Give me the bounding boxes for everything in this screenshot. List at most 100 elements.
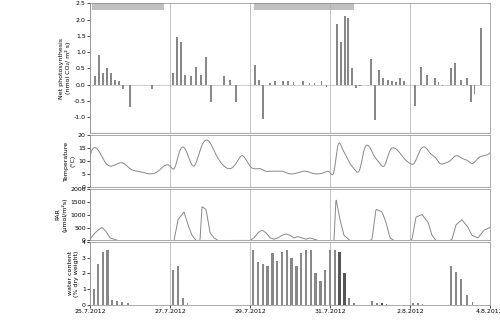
Bar: [466, 295, 468, 305]
Bar: [110, 73, 112, 84]
Bar: [387, 80, 389, 84]
Bar: [305, 250, 307, 305]
Y-axis label: water content
(% dry weight): water content (% dry weight): [68, 250, 79, 297]
Bar: [442, 84, 444, 86]
Bar: [129, 84, 131, 107]
Bar: [190, 76, 192, 84]
Bar: [454, 64, 456, 84]
Bar: [274, 81, 276, 84]
Bar: [118, 81, 120, 84]
Bar: [114, 80, 116, 84]
Bar: [399, 78, 401, 84]
Bar: [106, 68, 108, 84]
Bar: [200, 75, 202, 84]
Bar: [347, 18, 349, 84]
Bar: [97, 264, 99, 305]
Bar: [286, 250, 288, 305]
Bar: [172, 270, 174, 305]
Bar: [450, 265, 452, 305]
Bar: [344, 16, 346, 84]
Bar: [412, 303, 414, 305]
Bar: [106, 250, 109, 305]
Bar: [386, 304, 388, 305]
Bar: [374, 84, 376, 120]
Bar: [182, 298, 184, 305]
Bar: [371, 301, 373, 305]
Bar: [262, 264, 264, 305]
Bar: [319, 281, 322, 305]
Bar: [381, 303, 383, 305]
Bar: [455, 272, 457, 305]
Bar: [258, 80, 260, 84]
Bar: [422, 304, 424, 305]
Bar: [351, 68, 353, 84]
Bar: [176, 37, 178, 84]
Bar: [127, 303, 129, 305]
Bar: [187, 303, 188, 305]
Bar: [172, 73, 174, 84]
Bar: [310, 250, 312, 305]
Bar: [334, 250, 336, 305]
Bar: [329, 250, 331, 305]
Bar: [300, 253, 302, 305]
Bar: [466, 78, 468, 84]
Bar: [378, 70, 380, 84]
Y-axis label: Temperature
(°C): Temperature (°C): [64, 141, 75, 181]
Bar: [376, 303, 378, 305]
Bar: [382, 78, 384, 84]
Bar: [177, 265, 179, 305]
Bar: [348, 298, 350, 305]
Bar: [262, 84, 264, 118]
Bar: [326, 84, 328, 87]
Bar: [116, 302, 118, 305]
Bar: [474, 84, 476, 94]
Bar: [223, 76, 225, 84]
Bar: [450, 68, 452, 84]
Bar: [98, 55, 100, 84]
Bar: [343, 273, 345, 305]
Bar: [420, 67, 422, 84]
Bar: [370, 59, 372, 84]
Bar: [102, 73, 104, 84]
Y-axis label: PAR
(μmol/m²s): PAR (μmol/m²s): [56, 197, 68, 232]
Bar: [281, 252, 283, 305]
Bar: [184, 75, 186, 84]
Bar: [460, 279, 462, 305]
Bar: [276, 261, 278, 305]
Bar: [282, 81, 284, 84]
Bar: [472, 302, 473, 305]
Bar: [271, 253, 274, 305]
Bar: [295, 265, 298, 305]
Bar: [151, 84, 153, 89]
Bar: [102, 252, 104, 305]
Bar: [340, 42, 342, 84]
Bar: [434, 78, 436, 84]
Bar: [266, 265, 269, 305]
Bar: [302, 81, 304, 84]
Bar: [426, 75, 428, 84]
Bar: [254, 65, 256, 84]
Bar: [470, 84, 472, 102]
Bar: [460, 80, 462, 84]
Bar: [320, 81, 322, 84]
Bar: [229, 80, 231, 84]
Bar: [93, 289, 95, 305]
Bar: [338, 252, 341, 305]
Bar: [314, 273, 317, 305]
Bar: [353, 303, 355, 305]
Bar: [195, 67, 197, 84]
Bar: [210, 84, 212, 102]
Bar: [438, 82, 440, 84]
Bar: [336, 24, 338, 84]
Bar: [324, 270, 326, 305]
Bar: [112, 300, 114, 305]
Bar: [254, 3, 354, 11]
Bar: [252, 250, 254, 305]
Y-axis label: Net photosynthesis
(nmol CO₂/ m² s): Net photosynthesis (nmol CO₂/ m² s): [59, 38, 71, 99]
Bar: [180, 42, 182, 84]
Bar: [269, 83, 271, 84]
Bar: [290, 258, 293, 305]
Bar: [292, 82, 294, 84]
Bar: [94, 76, 96, 84]
Bar: [480, 28, 482, 84]
